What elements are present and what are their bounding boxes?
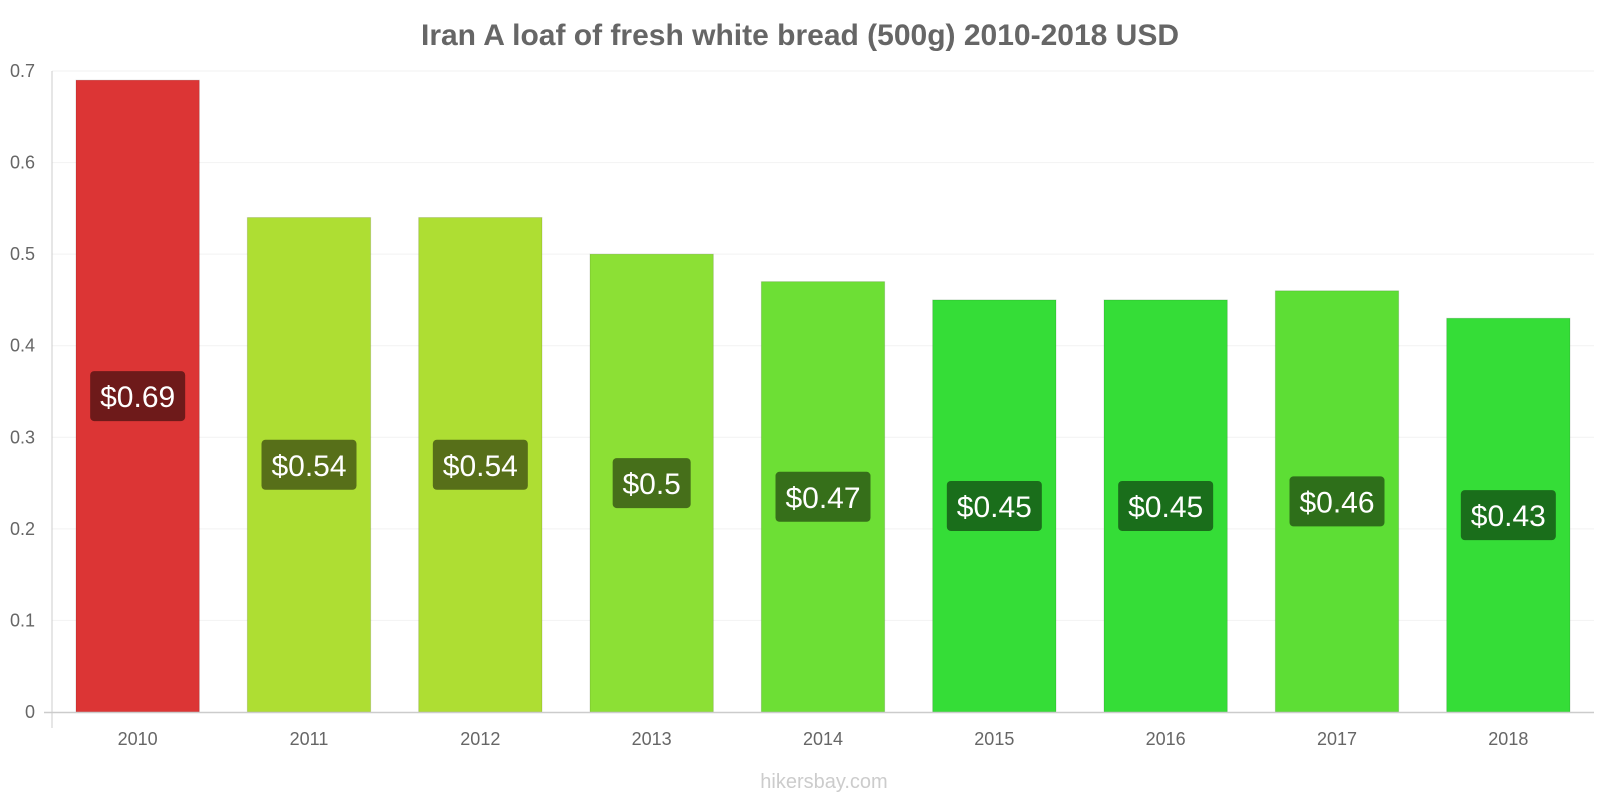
data-labels: $0.69 $0.54 $0.54 $0.5 $0.47 $0.45 $0.45 $0.46 $…	[90, 371, 1556, 541]
y-tick-label: 0.1	[10, 610, 35, 630]
x-tick-label: 2012	[460, 729, 500, 749]
data-label-box	[1118, 480, 1214, 531]
x-tick-label: 2016	[1146, 729, 1186, 749]
data-label: $0.69	[100, 381, 175, 414]
data-label: $0.47	[785, 482, 860, 515]
data-label-box	[946, 480, 1042, 531]
x-tick-label: 2015	[974, 729, 1014, 749]
y-tick-label: 0.5	[10, 244, 35, 264]
y-tick-label: 0.4	[10, 336, 35, 356]
data-label: $0.46	[1299, 486, 1374, 519]
data-label: $0.43	[1471, 500, 1546, 533]
y-tick-label: 0.2	[10, 519, 35, 539]
x-axis: 2010 2011 2012 2013 2014 2015 2016 2017 2018	[44, 711, 1594, 749]
x-tick-label: 2010	[118, 729, 158, 749]
y-axis: 0 0.1 0.2 0.3 0.4 0.5 0.6 0.7	[10, 61, 53, 728]
data-label: $0.54	[271, 450, 346, 483]
data-label-box	[90, 371, 186, 422]
data-label: $0.45	[1128, 491, 1203, 524]
data-label-box	[432, 439, 528, 490]
data-label-box	[775, 471, 871, 522]
y-tick-label: 0.3	[10, 427, 35, 447]
data-label-box	[261, 439, 357, 490]
data-label: $0.5	[622, 468, 680, 501]
x-tick-label: 2014	[803, 729, 843, 749]
y-tick-label: 0	[25, 702, 35, 722]
x-tick-label: 2011	[290, 729, 329, 749]
y-tick-label: 0.7	[10, 61, 35, 81]
data-label: $0.45	[957, 491, 1032, 524]
watermark: hikersbay.com	[760, 771, 887, 793]
data-label-box	[1289, 476, 1385, 527]
y-tick-label: 0.6	[10, 153, 35, 173]
data-label-box	[612, 458, 691, 509]
chart-title: Iran A loaf of fresh white bread (500g) …	[421, 19, 1179, 52]
bars	[75, 79, 1571, 713]
x-tick-label: 2018	[1488, 729, 1528, 749]
data-label-box	[1460, 490, 1556, 541]
x-tick-label: 2017	[1317, 729, 1357, 749]
x-tick-label: 2013	[632, 729, 672, 749]
data-label: $0.54	[443, 450, 518, 483]
